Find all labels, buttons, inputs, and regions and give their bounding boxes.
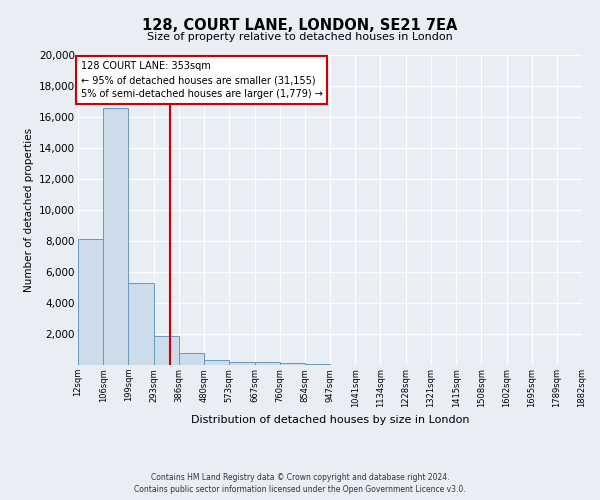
Text: 128, COURT LANE, LONDON, SE21 7EA: 128, COURT LANE, LONDON, SE21 7EA xyxy=(142,18,458,32)
Bar xyxy=(280,364,305,365)
Bar xyxy=(204,360,229,365)
Text: Size of property relative to detached houses in London: Size of property relative to detached ho… xyxy=(147,32,453,42)
Text: Contains HM Land Registry data © Crown copyright and database right 2024.
Contai: Contains HM Land Registry data © Crown c… xyxy=(134,473,466,494)
Bar xyxy=(78,240,103,365)
Bar xyxy=(154,336,179,365)
Bar xyxy=(179,354,204,365)
Bar xyxy=(103,108,128,365)
Text: 128 COURT LANE: 353sqm
← 95% of detached houses are smaller (31,155)
5% of semi-: 128 COURT LANE: 353sqm ← 95% of detached… xyxy=(80,61,323,99)
Y-axis label: Number of detached properties: Number of detached properties xyxy=(23,128,34,292)
Bar xyxy=(254,362,280,365)
Bar xyxy=(229,362,254,365)
Bar xyxy=(128,283,154,365)
Bar xyxy=(305,364,330,365)
X-axis label: Distribution of detached houses by size in London: Distribution of detached houses by size … xyxy=(191,415,469,425)
